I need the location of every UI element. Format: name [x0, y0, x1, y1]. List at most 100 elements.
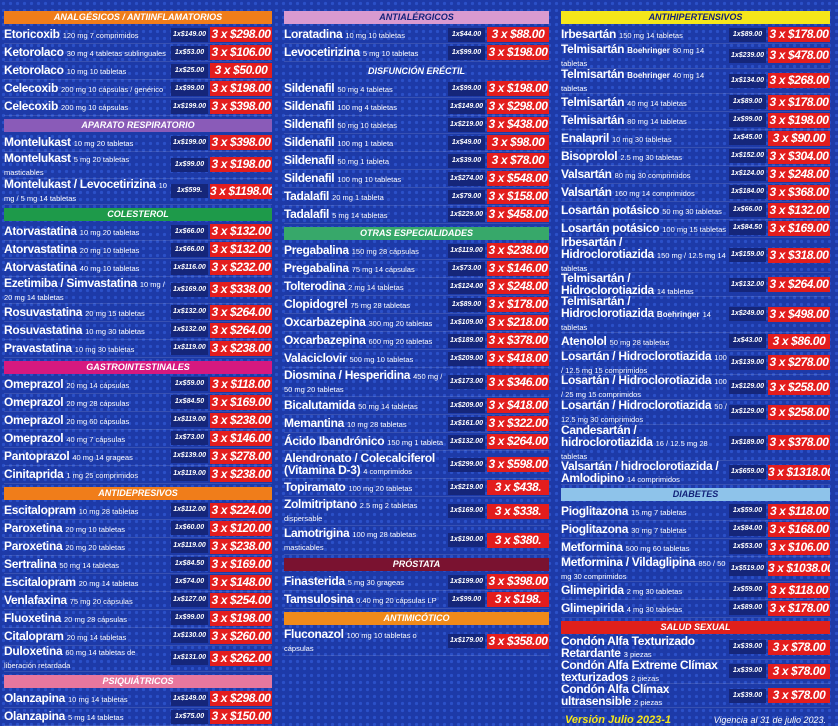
- product-row: Valsartán 80 mg 30 comprimidos 1x$124.00 3 …: [561, 166, 830, 184]
- unit-price: 1x$39.00: [729, 688, 766, 703]
- product-desc: 20 mg 20 tabletas: [65, 542, 125, 552]
- promo-price: 3 x $318.00: [768, 247, 830, 263]
- product-name: Valaciclovir: [284, 351, 347, 365]
- product-row: Olanzapina 5 mg 14 tabletas 1x$75.00 3 x $1…: [4, 708, 272, 726]
- product-text: Pregabalina 150 mg 28 cápsulas: [284, 243, 446, 258]
- product-desc: 150 mg 28 cápsulas: [351, 247, 419, 256]
- product-name: Bicalutamida: [284, 398, 356, 412]
- column: ANTIALÉRGICOS Loratadina 10 mg 10 tabletas…: [284, 8, 549, 726]
- product-name: Glimepirida: [561, 582, 624, 597]
- section-header: PSIQUIÁTRICOS: [4, 675, 272, 688]
- promo-price: 3 x $238.00: [210, 538, 272, 554]
- unit-price: 1x$169.00: [171, 282, 208, 297]
- product-name: Losartán / Hidroclorotiazida: [561, 373, 712, 388]
- product-text: Glimepirida 2 mg 30 tabletas: [561, 583, 727, 598]
- promo-price: 3 x $218.00: [487, 315, 549, 330]
- product-desc: 20 mg 60 cápsulas: [66, 416, 130, 426]
- promo-price: 3 x $118.00: [768, 503, 830, 519]
- product-text: Omeprazol 40 mg 7 cápsulas: [4, 431, 169, 446]
- promo-price: 3 x $418.00: [487, 351, 549, 366]
- product-text: Condón Alfa Clímax ultrasensible 2 piezas: [561, 682, 727, 709]
- promo-price: 3 x $198.00: [768, 112, 830, 128]
- unit-price: 1x$84.50: [171, 395, 208, 409]
- product-text: Tamsulosina 0.40 mg 20 cápsulas LP: [284, 592, 446, 607]
- product-name: Ezetimiba / Simvastatina: [4, 275, 137, 290]
- product-text: Telmisartán / Hidroclorotiazida Boehringe…: [561, 294, 727, 334]
- promo-price: 3 x $169.00: [210, 556, 272, 572]
- product-row: Sildenafil 100 mg 1 tableta 1x$49.00 3 x $9…: [284, 134, 549, 152]
- product-text: Ezetimiba / Simvastatina 10 mg / 20 mg 14…: [4, 276, 169, 304]
- unit-price: 1x$59.00: [171, 377, 208, 391]
- promo-price: 3 x $198.00: [487, 81, 549, 96]
- promo-price: 3 x $86.00: [768, 333, 830, 349]
- product-text: Atorvastatina 40 mg 10 tabletas: [4, 260, 169, 275]
- product-text: Pioglitazona 15 mg 7 tabletas: [561, 504, 727, 519]
- unit-price: 1x$132.00: [448, 434, 485, 449]
- product-name: Tadalafil: [284, 189, 330, 203]
- product-name: Diosmina / Hesperidina: [284, 368, 411, 382]
- promo-price: 3 x $278.00: [768, 355, 830, 370]
- promo-price: 3 x $278.00: [210, 448, 272, 464]
- product-desc: 1 mg 25 comprimidos: [66, 470, 139, 480]
- product-name: Enalapril: [561, 130, 609, 145]
- product-desc: 120 mg 7 comprimidos: [62, 31, 139, 40]
- product-desc: 40 mg 14 tabletas: [561, 70, 705, 93]
- product-row: Sildenafil 100 mg 4 tabletas 1x$149.00 3 x …: [284, 98, 549, 116]
- product-row: Condón Alfa Extreme Clímax texturizados 2…: [561, 659, 830, 684]
- product-text: Losartán / Hidroclorotiazida 50 / 12.5 mg…: [561, 398, 727, 426]
- product-name: Valsartán / hidroclorotiazida / Amlodipi…: [561, 458, 719, 485]
- product-text: Telmisartán 40 mg 14 tabletas: [561, 95, 727, 110]
- unit-price: 1x$66.00: [729, 203, 766, 218]
- unit-price: 1x$99.00: [171, 157, 208, 172]
- product-row: Telmisartán Boehringer 80 mg 14 tabletas 1x…: [561, 42, 830, 70]
- product-text: Zolmitriptano 2.5 mg 2 tabletas dispersab…: [284, 497, 446, 525]
- validity: Vigencia al 31 de julio 2023.: [713, 715, 826, 726]
- product-row: Condón Alfa Texturizado Retardante 3 piez…: [561, 635, 830, 660]
- product-text: Cinitaprida 1 mg 25 comprimidos: [4, 467, 169, 482]
- product-desc: 50 mg 14 tabletas: [358, 402, 418, 411]
- product-desc: 10 mg 28 tabletas: [78, 506, 139, 516]
- unit-price: 1x$119.00: [171, 413, 208, 427]
- product-row: Metformina 500 mg 60 tabletas 1x$53.00 3 x …: [561, 539, 830, 557]
- product-text: Finasterida 5 mg 30 grageas: [284, 574, 446, 589]
- promo-price: 3 x $238.00: [210, 466, 272, 482]
- unit-price: 1x$53.00: [171, 45, 208, 60]
- product-name: Olanzapina: [4, 709, 66, 723]
- product-name: Omeprazol: [4, 394, 64, 409]
- product-text: Duloxetina 60 mg 14 tabletas de liberació…: [4, 644, 169, 672]
- promo-price: 3 x $346.00: [487, 374, 549, 390]
- product-desc: 100 / 25 mg 15 comprimidos: [561, 377, 727, 400]
- product-text: Citalopram 20 mg 14 tabletas: [4, 629, 169, 644]
- product-name: Telmisartán: [561, 94, 625, 109]
- product-row: Escitalopram 20 mg 14 tabletas 1x$74.00 3 x…: [4, 574, 272, 592]
- product-row: Fluconazol 100 mg 10 tabletas o cápsulas 1…: [284, 627, 549, 656]
- product-name: Candesartán / hidroclorotiazida: [561, 422, 653, 449]
- product-name: Pregabalina: [284, 261, 349, 275]
- product-name: Venlafaxina: [4, 592, 67, 607]
- promo-price: 3 x $338.00: [210, 282, 272, 298]
- product-row: Ácido Ibandrónico 150 mg 1 tableta 1x$132.…: [284, 433, 549, 451]
- product-name: Losartán / Hidroclorotiazida: [561, 348, 712, 363]
- unit-price: 1x$43.00: [729, 334, 766, 349]
- product-name: Irbesartán: [561, 27, 617, 41]
- product-text: Metformina 500 mg 60 tabletas: [561, 540, 727, 555]
- product-text: Telmisartán Boehringer 80 mg 14 tabletas: [561, 42, 727, 70]
- unit-price: 1x$152.00: [729, 149, 766, 164]
- unit-price: 1x$25.00: [171, 63, 208, 78]
- product-name: Losartán / Hidroclorotiazida: [561, 398, 712, 413]
- promo-price: 3 x $169.00: [210, 394, 272, 410]
- unit-price: 1x$132.00: [171, 323, 208, 337]
- product-name: Montelukast: [4, 150, 71, 165]
- promo-price: 3 x $178.00: [768, 27, 830, 42]
- product-row: Pravastatina 10 mg 30 tabletas 1x$119.00 3 …: [4, 340, 272, 358]
- product-text: Ketorolaco 10 mg 10 tabletas: [4, 63, 169, 78]
- product-row: Lamotrigina 100 mg 28 tabletas masticable…: [284, 526, 549, 555]
- unit-price: 1x$149.00: [171, 27, 208, 42]
- product-row: Atorvastatina 40 mg 10 tabletas 1x$116.00 3…: [4, 259, 272, 277]
- product-name: Sildenafil: [284, 81, 335, 95]
- promo-price: 3 x $132.00: [210, 224, 272, 239]
- product-text: Pantoprazol 40 mg 14 grageas: [4, 449, 169, 464]
- product-desc: 100 / 12.5 mg 15 comprimidos: [561, 352, 727, 375]
- product-name: Pantoprazol: [4, 448, 70, 463]
- product-name: Atorvastatina: [4, 242, 77, 256]
